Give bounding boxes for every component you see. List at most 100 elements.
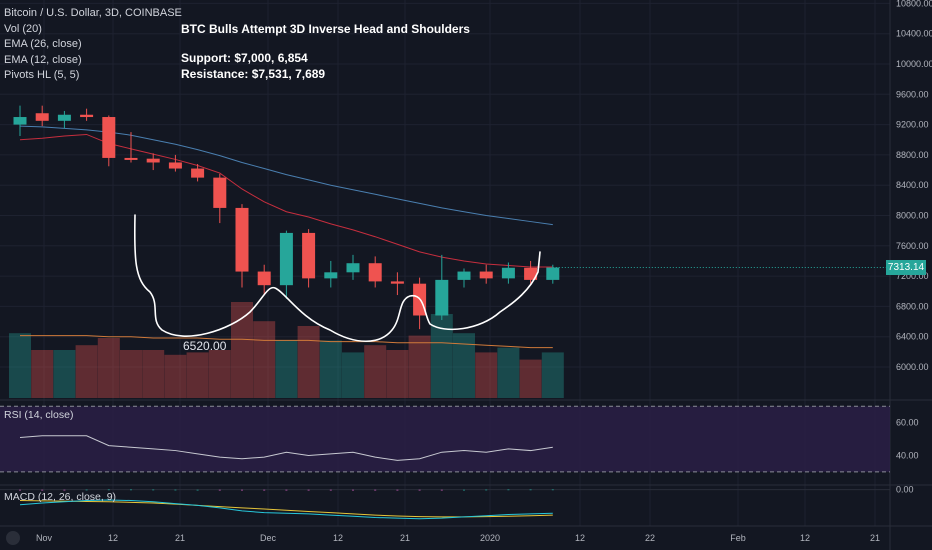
macd-histogram-bar bbox=[174, 489, 177, 491]
price-tick-label: 8800.00 bbox=[896, 150, 929, 160]
macd-histogram-bar bbox=[440, 489, 443, 491]
macd-histogram-bar bbox=[418, 489, 421, 491]
volume-bar bbox=[142, 350, 165, 398]
annotation-resistance: Resistance: $7,531, 7,689 bbox=[181, 67, 326, 81]
candle-body bbox=[501, 267, 515, 279]
legend-symbol[interactable]: Bitcoin / U.S. Dollar, 3D, COINBASE bbox=[4, 7, 182, 19]
macd-histogram-bar bbox=[463, 489, 465, 491]
volume-bar bbox=[164, 354, 187, 398]
rsi-line bbox=[19, 435, 553, 461]
price-tick-label: 10800.00 bbox=[896, 0, 932, 8]
macd-histogram-bar bbox=[152, 489, 155, 491]
volume-bar bbox=[386, 350, 409, 398]
macd-histogram-bar bbox=[19, 489, 21, 491]
volume-bar bbox=[519, 359, 542, 398]
macd-tick-label: 0.00 bbox=[896, 485, 914, 495]
volume-bar bbox=[497, 347, 520, 398]
candle-body bbox=[479, 271, 493, 279]
macd-histogram-bar bbox=[41, 489, 44, 491]
volume-bar bbox=[120, 350, 142, 398]
x-axis-tick-label: 22 bbox=[645, 533, 655, 543]
x-axis-tick-label: 21 bbox=[870, 533, 880, 543]
volume-bar bbox=[31, 350, 54, 398]
price-tick-label: 6400.00 bbox=[896, 332, 929, 342]
x-axis-tick-label: 2020 bbox=[480, 533, 500, 543]
price-tick-label: 6000.00 bbox=[896, 362, 929, 372]
volume-bar bbox=[75, 345, 98, 398]
candle-body bbox=[257, 271, 271, 286]
price-tick-label: 10400.00 bbox=[896, 29, 932, 39]
price-tick-label: 8000.00 bbox=[896, 211, 929, 221]
annotation-support: Support: $7,000, 6,854 bbox=[181, 51, 308, 65]
macd-histogram-bar bbox=[85, 489, 88, 491]
price-tick-label: 9600.00 bbox=[896, 89, 929, 99]
volume-bar bbox=[231, 302, 253, 398]
x-axis-tick-label: 21 bbox=[175, 533, 185, 543]
x-axis-tick-label: 21 bbox=[400, 533, 410, 543]
candle-body bbox=[146, 158, 160, 163]
macd-histogram-bar bbox=[374, 489, 377, 491]
legend-ema26[interactable]: EMA (26, close) bbox=[4, 38, 82, 50]
price-tick-label: 8400.00 bbox=[896, 180, 929, 190]
macd-histogram-bar bbox=[218, 489, 221, 491]
macd-histogram-bar bbox=[396, 489, 399, 491]
macd-histogram-bar bbox=[63, 489, 66, 491]
rsi-band bbox=[0, 406, 890, 472]
macd-label[interactable]: MACD (12, 26, close, 9) bbox=[4, 491, 117, 503]
candle-body bbox=[235, 207, 249, 272]
candle-body bbox=[279, 232, 293, 286]
macd-histogram-bar bbox=[329, 489, 332, 491]
candle-body bbox=[390, 281, 404, 284]
pivot-low-label: 6520.00 bbox=[183, 339, 227, 353]
x-axis-tick-label: Feb bbox=[730, 533, 746, 543]
candle-body bbox=[80, 114, 94, 118]
last-price-badge: 7313.14 bbox=[886, 260, 926, 275]
x-axis-tick-label: 12 bbox=[108, 533, 118, 543]
candle-body bbox=[102, 117, 116, 158]
x-axis-tick-label: 12 bbox=[575, 533, 585, 543]
candle-body bbox=[302, 232, 316, 279]
candle-body bbox=[346, 263, 360, 273]
volume-bar bbox=[97, 338, 120, 398]
candle-body bbox=[35, 113, 49, 121]
annotation-title: BTC Bulls Attempt 3D Inverse Head and Sh… bbox=[181, 22, 470, 36]
candle-body bbox=[124, 157, 138, 160]
volume-bar bbox=[53, 350, 76, 398]
price-tick-label: 7600.00 bbox=[896, 241, 929, 251]
volume-bar bbox=[319, 340, 342, 398]
candle-body bbox=[524, 267, 538, 280]
volume-bar bbox=[186, 352, 209, 398]
macd-histogram-bar bbox=[307, 489, 310, 491]
candle-body bbox=[368, 263, 382, 282]
x-axis-tick-label: Dec bbox=[260, 533, 277, 543]
volume-bar bbox=[275, 340, 298, 398]
candle-body bbox=[13, 117, 27, 125]
x-axis-tick-label: Nov bbox=[36, 533, 53, 543]
legend-ema12[interactable]: EMA (12, close) bbox=[4, 53, 82, 66]
macd-histogram-bar bbox=[507, 489, 510, 491]
volume-bar bbox=[453, 333, 475, 398]
volume-ma-line bbox=[20, 335, 553, 349]
rsi-label[interactable]: RSI (14, close) bbox=[4, 409, 74, 421]
price-tick-label: 10000.00 bbox=[896, 59, 932, 69]
candle-body bbox=[168, 162, 182, 169]
volume-bar bbox=[208, 350, 231, 398]
macd-histogram-bar bbox=[529, 489, 532, 491]
macd-histogram-bar bbox=[285, 489, 288, 491]
macd-histogram-bar bbox=[130, 489, 132, 491]
candle-body bbox=[191, 168, 205, 178]
legend-pivots[interactable]: Pivots HL (5, 5) bbox=[4, 69, 80, 81]
legend-vol[interactable]: Vol (20) bbox=[4, 22, 42, 35]
price-tick-label: 7200.00 bbox=[896, 271, 929, 281]
macd-histogram-bar bbox=[352, 489, 354, 491]
macd-histogram-bar bbox=[107, 489, 110, 491]
volume-bar bbox=[297, 326, 320, 398]
volume-bar bbox=[475, 352, 498, 398]
chart-legend: Bitcoin / U.S. Dollar, 3D, COINBASE Vol … bbox=[4, 6, 182, 84]
x-axis-tick-label: 12 bbox=[333, 533, 343, 543]
volume-bar bbox=[253, 321, 276, 398]
volume-bar bbox=[342, 352, 364, 398]
macd-histogram-bar bbox=[263, 489, 266, 491]
candle-body bbox=[57, 114, 71, 121]
